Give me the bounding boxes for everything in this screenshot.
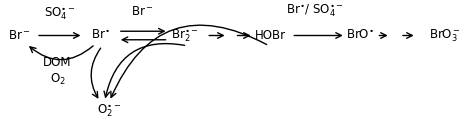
Text: Br$_2^{\bullet-}$: Br$_2^{\bullet-}$ (171, 27, 199, 44)
Text: Br$^{\bullet}$: Br$^{\bullet}$ (91, 29, 109, 42)
Text: Br$^{\bullet}$/ SO$_4^{\bullet-}$: Br$^{\bullet}$/ SO$_4^{\bullet-}$ (286, 3, 344, 19)
Text: SO$_4^{\bullet-}$: SO$_4^{\bullet-}$ (44, 5, 75, 22)
Text: O$_2$: O$_2$ (49, 72, 65, 87)
Text: Br$^-$: Br$^-$ (131, 5, 154, 18)
Text: O$_2^{\bullet-}$: O$_2^{\bullet-}$ (97, 103, 121, 119)
Text: HOBr: HOBr (255, 29, 286, 42)
Text: Br$^-$: Br$^-$ (8, 29, 31, 42)
Text: BrO$_3^-$: BrO$_3^-$ (429, 27, 461, 44)
Text: DOM: DOM (43, 56, 72, 69)
Text: BrO$^{\bullet}$: BrO$^{\bullet}$ (346, 29, 374, 42)
